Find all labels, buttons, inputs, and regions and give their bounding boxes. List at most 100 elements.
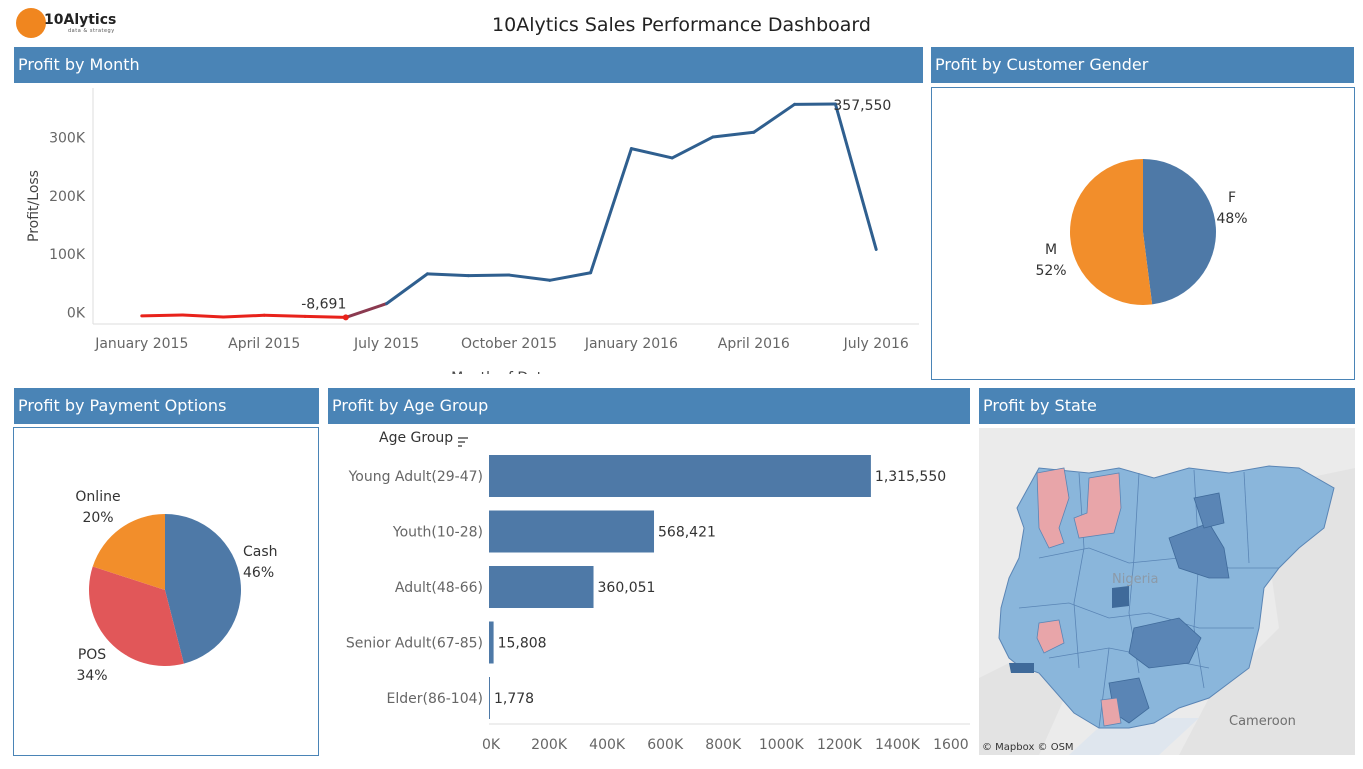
bar-value-label: 360,051 bbox=[598, 580, 656, 596]
profit-line-segment bbox=[466, 273, 511, 278]
slice-value-online: 20% bbox=[82, 510, 113, 526]
category-label: Elder(86-104) bbox=[386, 691, 483, 707]
profit-line-segment bbox=[629, 147, 674, 160]
slice-label-f: F bbox=[1228, 190, 1236, 206]
x-tick-label: January 2016 bbox=[584, 336, 678, 352]
map-label-country: Nigeria bbox=[1112, 572, 1159, 587]
profit-line-segment bbox=[425, 272, 470, 278]
dark-state-3 bbox=[1128, 617, 1202, 669]
x-tick-label: 1400K bbox=[875, 737, 921, 753]
profit-by-age-header: Profit by Age Group bbox=[328, 388, 970, 424]
y-tick-label: 0K bbox=[67, 305, 86, 321]
category-label: Senior Adult(67-85) bbox=[346, 636, 483, 652]
age-group-axis-title: Age Group bbox=[379, 430, 453, 446]
profit-line-segment bbox=[548, 271, 593, 282]
profit-line-segment bbox=[507, 273, 552, 282]
slice-label-m: M bbox=[1045, 242, 1057, 258]
gender-panel-frame bbox=[931, 87, 1355, 380]
profit-line-segment bbox=[833, 102, 878, 251]
nigeria-map: Nigeria Cameroon © Mapbox © OSM bbox=[979, 428, 1355, 755]
category-label: Youth(10-28) bbox=[392, 525, 483, 541]
slice-label-online: Online bbox=[75, 489, 120, 505]
slice-label-pos: POS bbox=[78, 647, 106, 663]
pie-slice-pos bbox=[88, 566, 184, 666]
state-map[interactable]: Nigeria Cameroon © Mapbox © OSM bbox=[979, 428, 1355, 755]
profit-by-age-chart[interactable]: Age Group Young Adult(29-47) 1,315,550 Yout… bbox=[328, 426, 970, 759]
pink-state-1 bbox=[1036, 467, 1070, 549]
profit-by-payment-chart[interactable]: Cash 46% POS 34% Online 20% bbox=[14, 428, 318, 755]
max-point-label: 357,550 bbox=[833, 98, 891, 114]
slice-value-f: 48% bbox=[1216, 211, 1247, 227]
logo-icon bbox=[16, 8, 46, 38]
bar-value-label: 1,315,550 bbox=[875, 469, 946, 485]
age-bar bbox=[489, 455, 871, 497]
category-label: Young Adult(29-47) bbox=[348, 469, 483, 485]
y-axis-title: Profit/Loss bbox=[26, 170, 42, 242]
pie-slice-f bbox=[1143, 159, 1216, 305]
x-tick-label: 1200K bbox=[817, 737, 863, 753]
x-tick-label: 400K bbox=[589, 737, 626, 753]
profit-line-segment bbox=[140, 313, 185, 318]
slice-label-cash: Cash bbox=[243, 544, 278, 560]
profit-by-payment-header: Profit by Payment Options bbox=[14, 388, 319, 424]
pink-state-3 bbox=[1036, 619, 1065, 654]
bar-value-label: 568,421 bbox=[658, 525, 716, 541]
y-tick-label: 100K bbox=[49, 247, 86, 263]
x-tick-label: 600K bbox=[647, 737, 684, 753]
map-label-neighbor: Cameroon bbox=[1229, 714, 1296, 729]
min-point-marker bbox=[342, 314, 349, 321]
dark-state-4 bbox=[1112, 586, 1129, 608]
age-bar bbox=[489, 566, 594, 608]
logo-text: 10Alytics bbox=[44, 12, 117, 28]
profit-line-segment bbox=[752, 102, 797, 134]
slice-value-pos: 34% bbox=[76, 668, 107, 684]
profit-line-segment bbox=[670, 135, 715, 160]
profit-by-month-chart[interactable]: 0K 100K 200K 300K January 2015 April 2015 July… bbox=[14, 84, 923, 374]
x-tick-label: 1600K bbox=[933, 737, 970, 753]
x-tick-label: April 2016 bbox=[718, 336, 790, 352]
x-axis-title: Month of Date bbox=[451, 370, 551, 374]
cameroon-region bbox=[1179, 468, 1355, 755]
category-label: Adult(48-66) bbox=[395, 580, 483, 596]
x-tick-label: October 2015 bbox=[461, 336, 557, 352]
bar-value-label: 1,778 bbox=[494, 691, 534, 707]
profit-by-gender-chart[interactable]: F 48% M 52% bbox=[932, 88, 1354, 379]
profit-by-month-header: Profit by Month bbox=[14, 47, 923, 83]
profit-line-segment bbox=[711, 130, 756, 139]
age-bar bbox=[489, 677, 490, 719]
map-attribution: © Mapbox © OSM bbox=[982, 742, 1074, 753]
x-tick-label: January 2015 bbox=[94, 336, 188, 352]
profit-line-segment bbox=[262, 313, 307, 318]
bar-value-label: 15,808 bbox=[498, 636, 547, 652]
profit-line-segment bbox=[221, 313, 266, 319]
x-tick-label: July 2015 bbox=[353, 336, 419, 352]
x-tick-label: 1000K bbox=[759, 737, 805, 753]
profit-line-segment bbox=[181, 313, 225, 319]
slice-value-cash: 46% bbox=[243, 565, 274, 581]
profit-line-segment bbox=[344, 302, 389, 319]
x-tick-label: 0K bbox=[482, 737, 501, 753]
pie-slice-m bbox=[1070, 159, 1153, 305]
min-point-label: -8,691 bbox=[301, 296, 346, 312]
y-tick-label: 200K bbox=[49, 189, 86, 205]
profit-line-segment bbox=[589, 147, 633, 275]
pink-state-2 bbox=[1073, 472, 1122, 539]
x-tick-label: 800K bbox=[705, 737, 742, 753]
dark-state-6 bbox=[1009, 663, 1034, 673]
age-bar bbox=[489, 510, 655, 553]
dashboard-title: 10Alytics Sales Performance Dashboard bbox=[492, 14, 871, 36]
age-bar bbox=[489, 621, 494, 664]
profit-by-state-header: Profit by State bbox=[979, 388, 1355, 424]
y-tick-label: 300K bbox=[49, 131, 86, 147]
payment-panel-frame bbox=[13, 427, 319, 756]
pie-slice-cash bbox=[165, 514, 241, 664]
slice-value-m: 52% bbox=[1035, 263, 1066, 279]
logo-subtitle: data & strategy bbox=[68, 28, 115, 34]
profit-by-gender-header: Profit by Customer Gender bbox=[931, 47, 1354, 83]
x-tick-label: 200K bbox=[531, 737, 568, 753]
pink-state-4 bbox=[1100, 697, 1122, 727]
pie-slice-online bbox=[92, 514, 165, 590]
x-tick-label: July 2016 bbox=[843, 336, 909, 352]
profit-line-segment bbox=[303, 314, 348, 319]
brand-logo: 10Alytics data & strategy bbox=[16, 8, 126, 40]
